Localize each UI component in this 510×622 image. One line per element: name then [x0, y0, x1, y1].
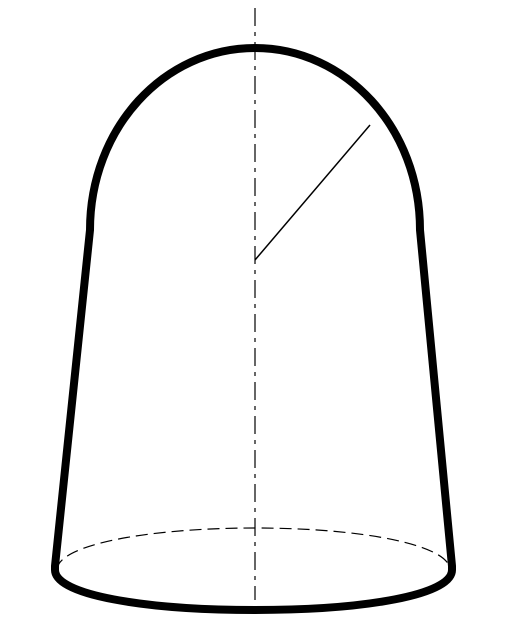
- base-back-ellipse: [57, 528, 450, 570]
- outline-shape: [55, 48, 452, 610]
- radius-line: [255, 125, 370, 260]
- bell-diagram: [0, 0, 510, 622]
